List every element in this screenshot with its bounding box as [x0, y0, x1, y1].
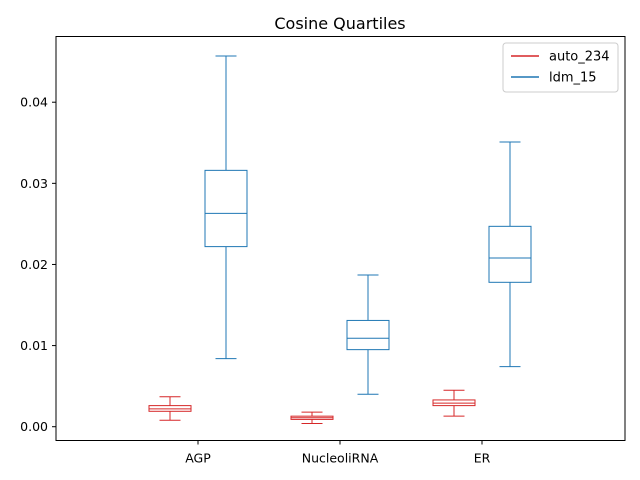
- legend: auto_234 ldm_15: [502, 42, 619, 93]
- box-ldm_15-ER: [488, 141, 532, 368]
- box-auto_234-AGP: [148, 396, 192, 421]
- y-tick-label: 0.00: [20, 419, 48, 434]
- box-auto_234-NucleoliRNA: [290, 411, 334, 424]
- plot-frame: [55, 36, 626, 441]
- box-ldm_15-AGP: [204, 55, 248, 360]
- box-iqr: [346, 319, 390, 351]
- box-ldm_15-NucleoliRNA: [346, 274, 390, 395]
- y-tick-label: 0.01: [20, 338, 48, 353]
- x-tick-label: AGP: [185, 451, 211, 466]
- legend-entry-ldm_15: ldm_15: [549, 71, 597, 86]
- y-tick-label: 0.04: [20, 95, 48, 110]
- legend-entry-auto_234: auto_234: [549, 50, 610, 65]
- box-iqr: [204, 169, 248, 248]
- y-tick-label: 0.02: [20, 257, 48, 272]
- x-tick-label: ER: [474, 451, 491, 466]
- x-tick-label: NucleoliRNA: [302, 451, 379, 466]
- box-auto_234-ER: [432, 389, 476, 417]
- chart-title: Cosine Quartiles: [274, 14, 405, 33]
- box-iqr: [488, 225, 532, 283]
- y-tick-label: 0.03: [20, 176, 48, 191]
